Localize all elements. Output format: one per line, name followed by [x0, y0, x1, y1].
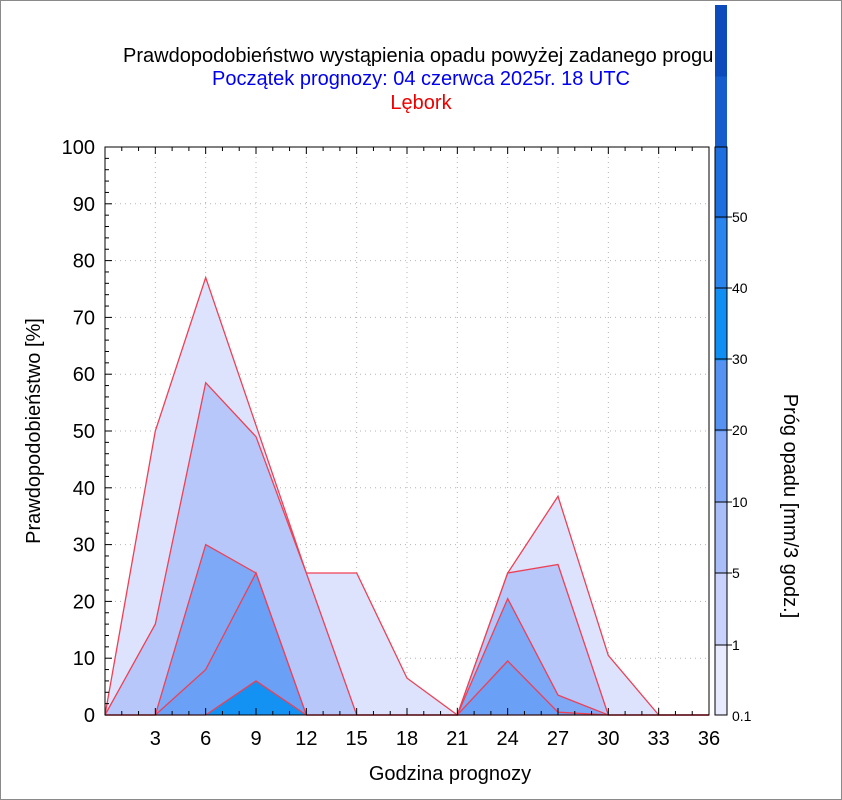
line-threshold-0.1 [104, 275, 709, 717]
axes: 3 6 9 12 15 18 21 24 27 30 33 360102030405060708090… [62, 137, 721, 750]
y-tick-label: 70 [73, 307, 95, 329]
colorbar-segment [715, 431, 727, 503]
y-tick-label: 40 [73, 478, 95, 500]
y-tick-label: 20 [73, 591, 95, 613]
colorbar-label: 1 [732, 637, 740, 653]
y-tick-label: 10 [73, 648, 95, 670]
area-threshold-10 [105, 573, 709, 715]
colorbar: 0.1 1 5 10 20 30 40 50 [714, 5, 752, 724]
colorbar-segment [715, 76, 727, 148]
y-tick-label: 0 [84, 705, 95, 727]
colorbar-label: 5 [732, 565, 740, 581]
colorbar-label: 50 [732, 209, 748, 225]
x-tick-label: 21 [446, 728, 468, 750]
x-tick-label: 6 [200, 728, 211, 750]
colorbar-axis-label: Próg opadu [mm/3 godz.] [779, 394, 801, 619]
y-tick-label: 80 [73, 251, 95, 273]
x-tick-label: 24 [497, 728, 519, 750]
colorbar-label: 10 [732, 494, 748, 510]
y-tick-label: 90 [73, 194, 95, 216]
colorbar-segment [715, 644, 727, 716]
colorbar-segment [715, 147, 727, 219]
x-tick-label: 33 [648, 728, 670, 750]
x-tick-label: 15 [346, 728, 368, 750]
x-axis-label: Godzina prognozy [369, 763, 531, 785]
y-tick-label: 60 [73, 364, 95, 386]
x-tick-label: 3 [150, 728, 161, 750]
colorbar-label: 0.1 [732, 708, 752, 724]
x-tick-label: 12 [295, 728, 317, 750]
area-threshold-20 [105, 680, 709, 715]
colorbar-segment [715, 289, 727, 361]
chart-title: Prawdopodobieństwo wystąpienia opadu pow… [123, 45, 719, 67]
colorbar-segment [715, 360, 727, 432]
colorbar-segment [715, 218, 727, 290]
x-tick-label: 36 [698, 728, 720, 750]
y-axis-label: Prawdopodobieństwo [%] [23, 318, 45, 544]
x-tick-label: 30 [597, 728, 619, 750]
colorbar-label: 20 [732, 422, 748, 438]
colorbar-label: 40 [732, 280, 748, 296]
chart-location: Lębork [390, 92, 452, 114]
probability-areas [104, 275, 709, 717]
colorbar-segment [715, 573, 727, 645]
y-tick-label: 50 [73, 421, 95, 443]
colorbar-segment [715, 502, 727, 574]
y-tick-label: 30 [73, 535, 95, 557]
x-tick-label: 27 [547, 728, 569, 750]
x-tick-label: 9 [250, 728, 261, 750]
chart-subtitle: Początek prognozy: 04 czerwca 2025r. 18 … [212, 68, 630, 90]
colorbar-border [714, 146, 728, 716]
colorbar-segment [715, 5, 727, 77]
x-tick-label: 18 [396, 728, 418, 750]
y-tick-label: 100 [62, 137, 95, 159]
colorbar-label: 30 [732, 351, 748, 367]
